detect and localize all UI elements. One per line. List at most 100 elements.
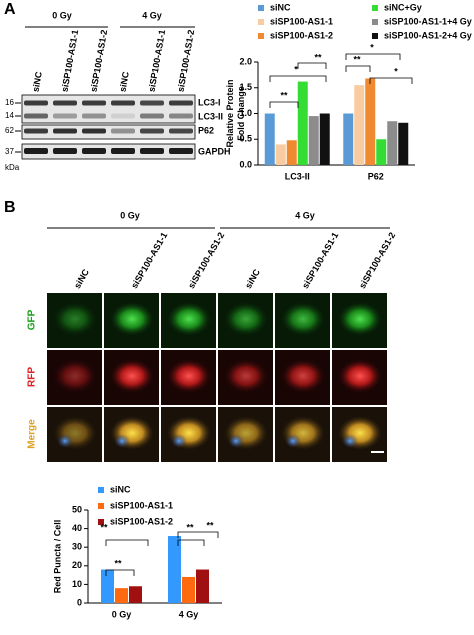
cell bbox=[338, 359, 382, 393]
blot-strip bbox=[21, 124, 196, 140]
cell bbox=[53, 302, 97, 336]
legend-swatch bbox=[372, 5, 378, 11]
cell bbox=[167, 359, 211, 393]
legend-label: siSP100-AS1-1 bbox=[270, 16, 333, 26]
marker-label: 62 bbox=[5, 126, 14, 135]
y-tick-label: 10 bbox=[72, 579, 82, 589]
bar bbox=[398, 122, 409, 165]
blot-band bbox=[140, 148, 164, 154]
bar bbox=[115, 588, 128, 603]
bar bbox=[101, 569, 114, 603]
significance-bracket bbox=[269, 75, 327, 82]
significance-bracket bbox=[105, 569, 135, 576]
significance-bracket bbox=[269, 101, 299, 108]
band-label: P62 bbox=[198, 125, 214, 135]
significance-label: * bbox=[294, 64, 298, 74]
panel-label: A bbox=[4, 1, 16, 18]
bar bbox=[286, 140, 297, 165]
significance-label: ** bbox=[186, 522, 194, 532]
blot-band bbox=[53, 128, 77, 134]
cell bbox=[110, 359, 154, 393]
column-label: siNC bbox=[243, 267, 262, 290]
lane-label: siSP100-AS1-2 bbox=[88, 29, 109, 93]
blot-band bbox=[82, 100, 106, 106]
cell bbox=[338, 302, 382, 336]
y-tick-label: 1.5 bbox=[239, 82, 252, 92]
legend-swatch bbox=[258, 33, 264, 39]
significance-label: ** bbox=[206, 520, 214, 530]
cell bbox=[167, 302, 211, 336]
significance-label: ** bbox=[114, 558, 122, 568]
lane-label: siNC bbox=[117, 70, 130, 92]
blot-band bbox=[169, 128, 193, 134]
y-tick-label: 50 bbox=[72, 504, 82, 514]
legend-swatch bbox=[258, 19, 264, 25]
y-axis-label: Relative Protein bbox=[225, 79, 235, 147]
nucleus bbox=[171, 434, 187, 448]
bar bbox=[354, 85, 365, 165]
blot-band bbox=[140, 113, 164, 119]
cell bbox=[224, 359, 268, 393]
legend-label: siSP100-AS1-2+4 Gy bbox=[384, 30, 472, 40]
blot-band bbox=[24, 148, 48, 154]
bar bbox=[196, 569, 209, 603]
bar bbox=[376, 139, 387, 165]
y-tick-label: 30 bbox=[72, 542, 82, 552]
nucleus bbox=[285, 434, 301, 448]
nucleus bbox=[57, 434, 73, 448]
bar bbox=[129, 586, 142, 603]
legend-swatch bbox=[98, 503, 104, 509]
legend-swatch bbox=[98, 487, 104, 493]
band-label: LC3-II bbox=[198, 111, 223, 121]
band-label: GAPDH bbox=[198, 146, 231, 156]
significance-label: * bbox=[394, 66, 398, 76]
blot-band bbox=[111, 100, 135, 106]
legend-label: siSP100-AS1-1 bbox=[110, 500, 173, 510]
y-tick-label: 40 bbox=[72, 523, 82, 533]
significance-label: ** bbox=[353, 54, 361, 64]
blot-band bbox=[82, 148, 106, 154]
y-tick-label: 0.0 bbox=[239, 159, 252, 169]
band-label: LC3-I bbox=[198, 97, 221, 107]
legend-label: siNC bbox=[110, 484, 131, 494]
legend-label: siSP100-AS1-1+4 Gy bbox=[384, 16, 472, 26]
column-label: siSP100-AS1-2 bbox=[357, 231, 397, 291]
blot-band bbox=[24, 113, 48, 119]
blot-band bbox=[140, 100, 164, 106]
blot-band bbox=[140, 128, 164, 134]
marker-label: 16 bbox=[5, 98, 14, 107]
lane-label: siSP100-AS1-1 bbox=[146, 29, 167, 93]
column-label: siSP100-AS1-1 bbox=[300, 231, 340, 291]
x-tick-label: 0 Gy bbox=[112, 609, 132, 619]
significance-label: ** bbox=[280, 90, 288, 100]
lane-label: siSP100-AS1-1 bbox=[59, 29, 80, 93]
x-tick-label: 4 Gy bbox=[179, 609, 199, 619]
group-label: 0 Gy bbox=[120, 210, 140, 220]
y-tick-label: 1.0 bbox=[239, 108, 252, 118]
bar bbox=[343, 113, 354, 165]
blot-band bbox=[169, 100, 193, 106]
blot-band bbox=[53, 113, 77, 119]
legend-label: siSP100-AS1-2 bbox=[270, 30, 333, 40]
lane-label: siSP100-AS1-2 bbox=[175, 29, 196, 93]
bar bbox=[275, 144, 286, 165]
panel-label: B bbox=[4, 199, 16, 216]
group-label: 4 Gy bbox=[295, 210, 315, 220]
blot-band bbox=[111, 128, 135, 134]
blot-band bbox=[82, 128, 106, 134]
bar bbox=[387, 121, 398, 165]
significance-bracket bbox=[177, 539, 205, 546]
y-tick-label: 2.0 bbox=[239, 56, 252, 66]
group-label: 4 Gy bbox=[142, 10, 162, 20]
blot-band bbox=[24, 100, 48, 106]
blot-band bbox=[24, 128, 48, 134]
legend-swatch bbox=[98, 519, 104, 525]
x-tick-label: LC3-II bbox=[285, 171, 310, 181]
column-label: siSP100-AS1-1 bbox=[129, 231, 169, 291]
cell bbox=[53, 359, 97, 393]
legend-swatch bbox=[258, 5, 264, 11]
blot-strip bbox=[21, 94, 196, 124]
column-label: siSP100-AS1-2 bbox=[186, 231, 226, 291]
lane-label: siNC bbox=[30, 70, 43, 92]
y-axis-label: Red Puncta / Cell bbox=[52, 520, 62, 594]
